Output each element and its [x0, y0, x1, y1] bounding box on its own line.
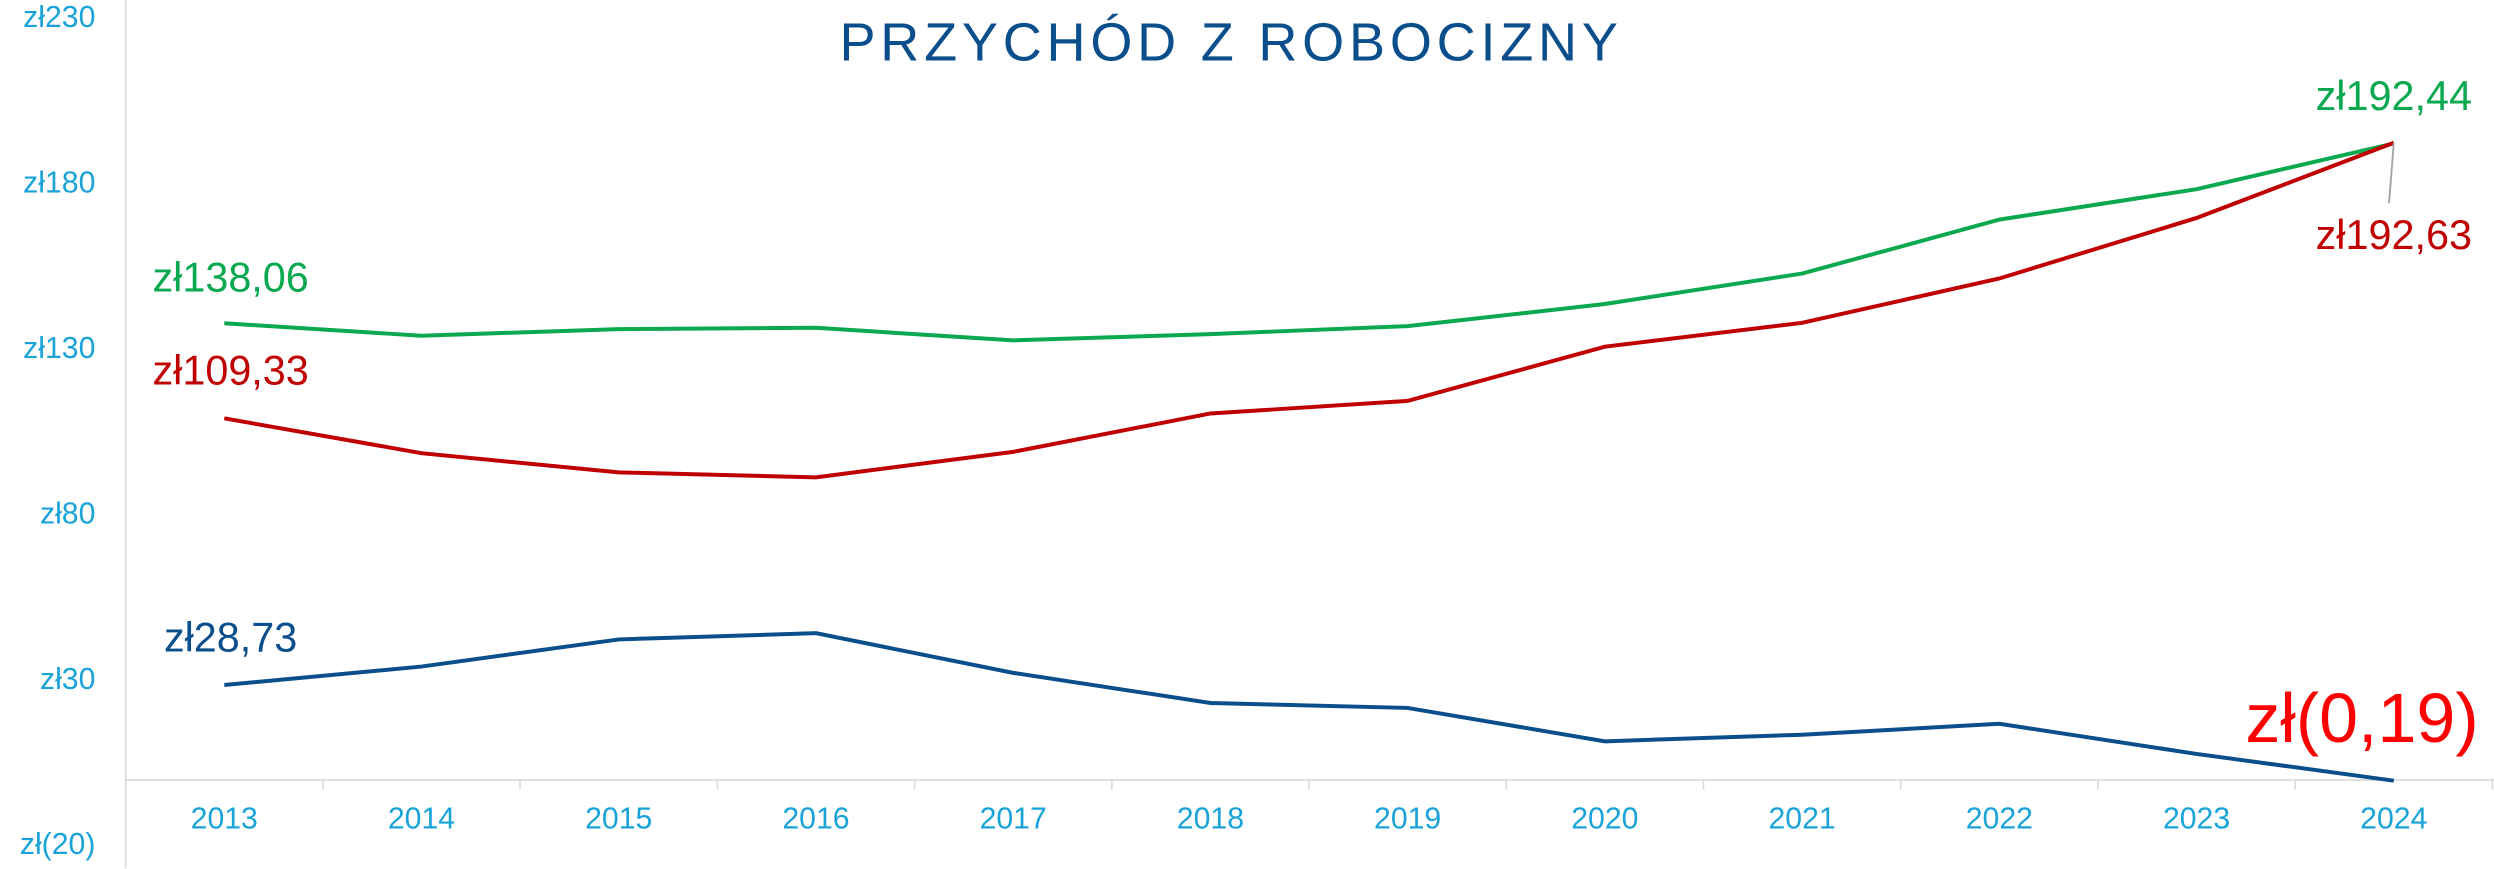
- y-tick-label: zł(20): [20, 828, 96, 861]
- y-tick-label: zł230: [23, 1, 95, 34]
- data-label: zł192,63: [2316, 212, 2472, 258]
- y-tick-label: zł30: [40, 663, 95, 696]
- x-tick-label: 2020: [1571, 803, 1638, 836]
- data-label: zł109,33: [152, 348, 308, 394]
- x-tick-label: 2015: [585, 803, 652, 836]
- x-tick-label: 2013: [191, 803, 258, 836]
- y-tick-label: zł180: [23, 167, 95, 200]
- data-label: zł(0,19): [2245, 679, 2478, 757]
- x-tick-label: 2023: [2163, 803, 2230, 836]
- leader-line: [2388, 142, 2395, 204]
- x-tick-label: 2022: [1966, 803, 2033, 836]
- y-tick-label: zł80: [40, 497, 95, 530]
- series-line: [224, 141, 2395, 343]
- x-tick-label: 2016: [782, 803, 849, 836]
- data-label: zł28,73: [164, 614, 297, 660]
- data-label: zł192,44: [2316, 73, 2472, 119]
- x-tick-label: 2024: [2360, 803, 2427, 836]
- series-line: [223, 140, 2395, 480]
- chart-title: PRZYCHÓD Z ROBOCIZNY: [839, 12, 1622, 72]
- y-tick-label: zł130: [23, 332, 95, 365]
- series-line: [224, 631, 2395, 783]
- x-tick-label: 2021: [1768, 803, 1835, 836]
- x-tick-label: 2018: [1177, 803, 1244, 836]
- x-tick-label: 2019: [1374, 803, 1441, 836]
- data-label: zł138,06: [152, 254, 308, 300]
- x-tick-label: 2014: [388, 803, 455, 836]
- x-tick-label: 2017: [980, 803, 1047, 836]
